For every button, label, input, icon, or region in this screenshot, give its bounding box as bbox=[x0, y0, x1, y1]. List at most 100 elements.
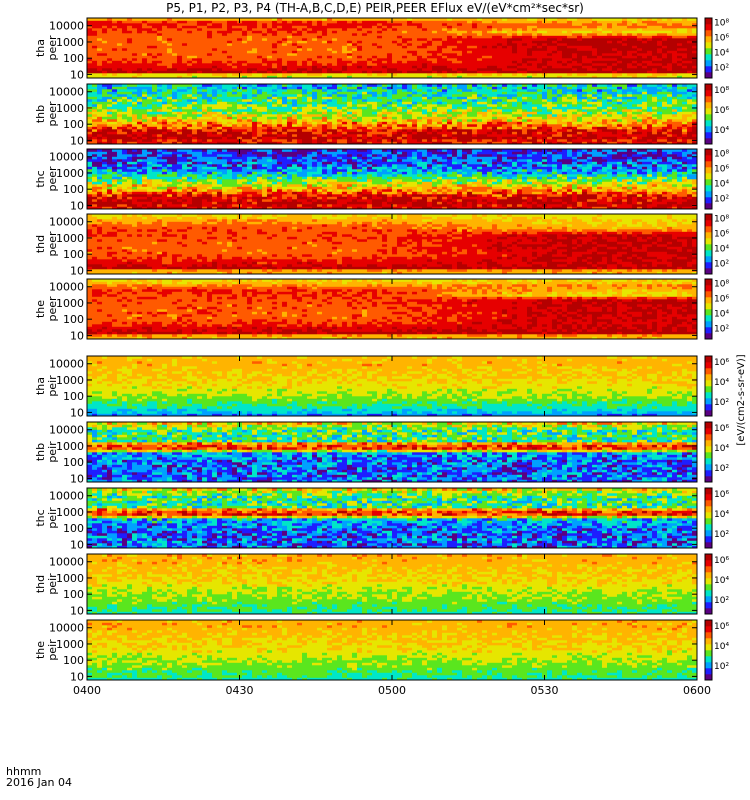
heatmap-cell bbox=[482, 20, 488, 24]
heatmap-cell bbox=[502, 75, 508, 79]
heatmap-cell bbox=[347, 75, 353, 79]
colorbar-tick-label: 10⁶ bbox=[714, 34, 729, 44]
heatmap-cell bbox=[272, 40, 278, 44]
heatmap-cell bbox=[287, 99, 293, 102]
heatmap-cell bbox=[422, 131, 428, 135]
heatmap-cell bbox=[692, 35, 698, 39]
heatmap-cell bbox=[332, 28, 338, 31]
heatmap-cell bbox=[462, 106, 468, 110]
heatmap-cell bbox=[482, 99, 488, 102]
heatmap-cell bbox=[247, 70, 253, 74]
heatmap-cell bbox=[457, 106, 463, 110]
heatmap-cell bbox=[287, 141, 293, 145]
heatmap-cell bbox=[507, 55, 513, 59]
heatmap-cell bbox=[122, 141, 128, 145]
heatmap-cell bbox=[122, 55, 128, 59]
heatmap-cell bbox=[172, 124, 178, 127]
heatmap-cell bbox=[252, 101, 258, 105]
heatmap-cell bbox=[232, 43, 238, 46]
heatmap-cell bbox=[567, 25, 573, 29]
heatmap-cell bbox=[342, 53, 348, 56]
heatmap-cell bbox=[647, 73, 653, 76]
heatmap-cell bbox=[182, 65, 188, 69]
heatmap-cell bbox=[407, 35, 413, 39]
heatmap-cell bbox=[357, 124, 363, 127]
heatmap-cell bbox=[257, 119, 263, 122]
heatmap-cell bbox=[372, 141, 378, 145]
heatmap-cell bbox=[527, 48, 533, 51]
heatmap-cell bbox=[127, 18, 133, 21]
heatmap-cell bbox=[292, 70, 298, 74]
heatmap-cell bbox=[292, 58, 298, 61]
heatmap-cell bbox=[432, 119, 438, 122]
heatmap-cell bbox=[452, 25, 458, 29]
heatmap-cell bbox=[677, 25, 683, 29]
heatmap-cell bbox=[417, 35, 423, 39]
heatmap-cell bbox=[447, 33, 453, 36]
heatmap-cell bbox=[402, 30, 408, 34]
heatmap-cell bbox=[532, 63, 538, 66]
heatmap-cell bbox=[377, 40, 383, 44]
heatmap-cell bbox=[122, 86, 128, 90]
heatmap-cell bbox=[367, 43, 373, 46]
heatmap-cell bbox=[607, 63, 613, 66]
heatmap-cell bbox=[377, 126, 383, 130]
heatmap-cell bbox=[207, 43, 213, 46]
heatmap-cell bbox=[432, 30, 438, 34]
heatmap-cell bbox=[207, 134, 213, 137]
heatmap-cell bbox=[567, 43, 573, 46]
heatmap-cell bbox=[362, 111, 368, 115]
heatmap-cell bbox=[402, 94, 408, 97]
heatmap-cell bbox=[562, 60, 568, 64]
heatmap-cell bbox=[412, 116, 418, 120]
heatmap-cell bbox=[282, 99, 288, 102]
heatmap-cell bbox=[592, 53, 598, 56]
heatmap-cell bbox=[347, 104, 353, 107]
heatmap-cell bbox=[217, 99, 223, 102]
heatmap-cell bbox=[572, 18, 578, 21]
heatmap-cell bbox=[127, 124, 133, 127]
heatmap-cell bbox=[542, 58, 548, 61]
heatmap-cell bbox=[397, 45, 403, 49]
heatmap-cell bbox=[602, 23, 608, 26]
heatmap-cell bbox=[122, 91, 128, 95]
heatmap-cell bbox=[202, 23, 208, 26]
heatmap-cell bbox=[607, 38, 613, 41]
heatmap-cell bbox=[197, 114, 203, 117]
heatmap-cell bbox=[492, 91, 498, 95]
heatmap-cell bbox=[242, 53, 248, 56]
y-tick-label: 100 bbox=[63, 52, 84, 65]
heatmap-cell bbox=[557, 58, 563, 61]
heatmap-cell bbox=[347, 73, 353, 76]
heatmap-cell bbox=[327, 70, 333, 74]
heatmap-cell bbox=[232, 106, 238, 110]
heatmap-cell bbox=[187, 75, 193, 79]
heatmap-cell bbox=[222, 111, 228, 115]
heatmap-cell bbox=[397, 75, 403, 79]
heatmap-cell bbox=[317, 60, 323, 64]
heatmap-cell bbox=[642, 45, 648, 49]
heatmap-cell bbox=[347, 35, 353, 39]
heatmap-cell bbox=[502, 104, 508, 107]
heatmap-cell bbox=[177, 23, 183, 26]
heatmap-cell bbox=[232, 25, 238, 29]
heatmap-cell bbox=[592, 70, 598, 74]
heatmap-cell bbox=[432, 28, 438, 31]
heatmap-cell bbox=[257, 18, 263, 21]
heatmap-cell bbox=[197, 101, 203, 105]
heatmap-cell bbox=[142, 129, 148, 132]
heatmap-cell bbox=[582, 30, 588, 34]
heatmap-cell bbox=[427, 40, 433, 44]
heatmap-cell bbox=[367, 141, 373, 145]
heatmap-cell bbox=[337, 43, 343, 46]
heatmap-cell bbox=[657, 33, 663, 36]
heatmap-cell bbox=[347, 109, 353, 112]
heatmap-cell bbox=[167, 129, 173, 132]
heatmap-cell bbox=[257, 114, 263, 117]
heatmap-cell bbox=[272, 104, 278, 107]
heatmap-cell bbox=[302, 75, 308, 79]
heatmap-cell bbox=[447, 45, 453, 49]
heatmap-cell bbox=[562, 68, 568, 71]
heatmap-cell bbox=[572, 68, 578, 71]
heatmap-cell bbox=[117, 114, 123, 117]
